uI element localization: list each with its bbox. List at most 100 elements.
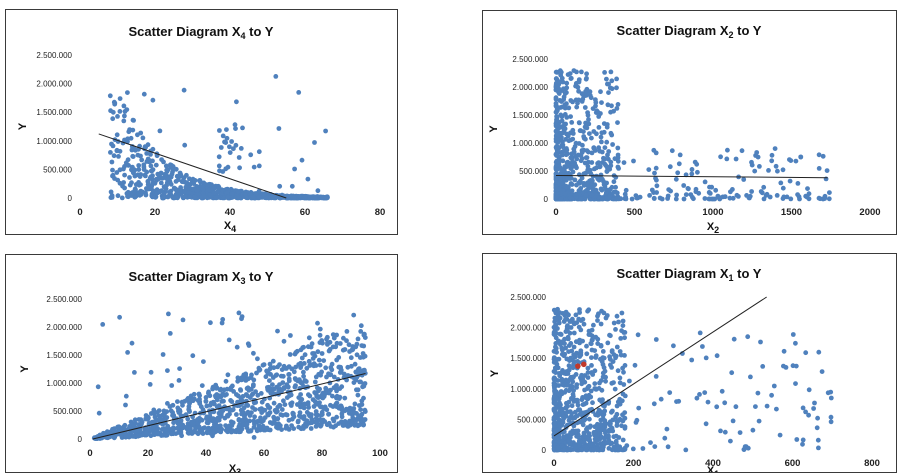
scatter-point	[694, 395, 700, 401]
scatter-point	[592, 348, 598, 353]
scatter-point	[571, 330, 577, 336]
scatter-point	[622, 363, 628, 368]
x-tick-label: 0	[87, 448, 92, 459]
scatter-point	[586, 328, 592, 334]
scatter-point	[123, 433, 129, 438]
scatter-point	[122, 113, 127, 119]
scatter-point	[565, 334, 571, 340]
chart-x1: Scatter Diagram X1 to Y 0 500.000 1.000.000…	[489, 266, 880, 472]
scatter-point	[185, 430, 191, 436]
scatter-point	[681, 183, 687, 188]
scatter-point	[192, 194, 198, 200]
scatter-point	[240, 125, 245, 131]
scatter-point	[702, 390, 708, 395]
scatter-point	[571, 149, 577, 155]
scatter-point	[613, 433, 619, 439]
scatter-point	[114, 132, 120, 138]
scatter-point	[317, 332, 323, 338]
scatter-point	[577, 310, 582, 315]
scatter-point	[220, 133, 226, 139]
scatter-point	[578, 338, 584, 344]
scatter-point	[192, 396, 197, 402]
scatter-point	[249, 372, 254, 378]
scatter-point	[600, 160, 605, 165]
scatter-point	[125, 90, 130, 95]
scatter-point	[115, 193, 121, 199]
scatter-point	[349, 363, 354, 369]
scatter-point	[567, 358, 572, 363]
scatter-point	[608, 333, 613, 339]
scatter-point	[280, 412, 286, 418]
scatter-point	[775, 168, 780, 174]
scatter-point	[355, 392, 361, 398]
scatter-point	[597, 380, 602, 386]
scatter-point	[589, 192, 595, 198]
scatter-point	[733, 404, 739, 410]
scatter-point	[206, 390, 211, 396]
scatter-point	[319, 420, 325, 426]
scatter-point	[568, 98, 574, 103]
scatter-point	[553, 173, 559, 179]
scatter-point	[606, 90, 611, 95]
scatter-point	[615, 155, 621, 161]
scatter-point	[579, 397, 585, 403]
scatter-point	[591, 322, 596, 328]
scatter-point	[553, 76, 559, 82]
scatter-point	[567, 319, 573, 324]
scatter-point	[132, 186, 138, 192]
scatter-point	[339, 411, 345, 417]
scatter-point	[143, 430, 149, 436]
scatter-point	[609, 86, 615, 92]
scatter-point	[264, 368, 269, 374]
scatter-point	[553, 341, 559, 346]
scatter-point	[152, 414, 158, 420]
scatter-point	[577, 419, 582, 425]
scatter-point	[315, 349, 321, 355]
scatter-point	[651, 147, 657, 153]
scatter-point	[601, 155, 606, 161]
scatter-point	[619, 423, 624, 429]
scatter-point	[561, 86, 566, 92]
scatter-point	[696, 190, 702, 196]
scatter-point	[334, 388, 339, 394]
scatter-point	[598, 111, 603, 116]
scatter-point	[581, 321, 587, 327]
scatter-point	[95, 384, 101, 390]
scatter-point	[600, 413, 606, 418]
chart-x2: Scatter Diagram X2 to Y 0 500.000 1.000.000…	[488, 23, 881, 233]
scatter-point	[347, 349, 352, 354]
scatter-point	[160, 175, 166, 181]
scatter-point	[727, 195, 733, 201]
scatter-point	[171, 413, 177, 418]
scatter-point	[566, 367, 572, 373]
scatter-point	[592, 381, 598, 386]
scatter-point	[246, 343, 252, 348]
scatter-point	[562, 91, 568, 96]
scatter-point	[584, 148, 590, 154]
scatter-point	[820, 153, 826, 159]
scatter-point	[248, 152, 254, 158]
scatter-point	[590, 173, 596, 179]
scatter-point	[341, 335, 346, 341]
scatter-point	[652, 444, 658, 449]
scatter-point	[589, 355, 594, 360]
scatter-point	[153, 431, 158, 436]
scatter-point	[587, 131, 592, 136]
scatter-point	[748, 374, 753, 380]
y-tick-label: 2.000.000	[512, 83, 548, 92]
scatter-point	[724, 156, 730, 162]
scatter-point	[567, 416, 573, 421]
scatter-point	[640, 446, 646, 451]
scatter-point	[570, 429, 575, 434]
scatter-point	[803, 350, 809, 356]
scatter-point	[598, 343, 604, 349]
scatter-point	[718, 154, 723, 160]
scatter-point	[166, 176, 171, 182]
scatter-point	[576, 77, 582, 82]
scatter-point	[594, 131, 599, 137]
highlight-point	[581, 361, 587, 368]
y-tick-label: 2.000.000	[46, 323, 82, 332]
scatter-point	[330, 332, 336, 337]
scatter-point	[125, 136, 131, 142]
scatter-point	[568, 435, 573, 440]
